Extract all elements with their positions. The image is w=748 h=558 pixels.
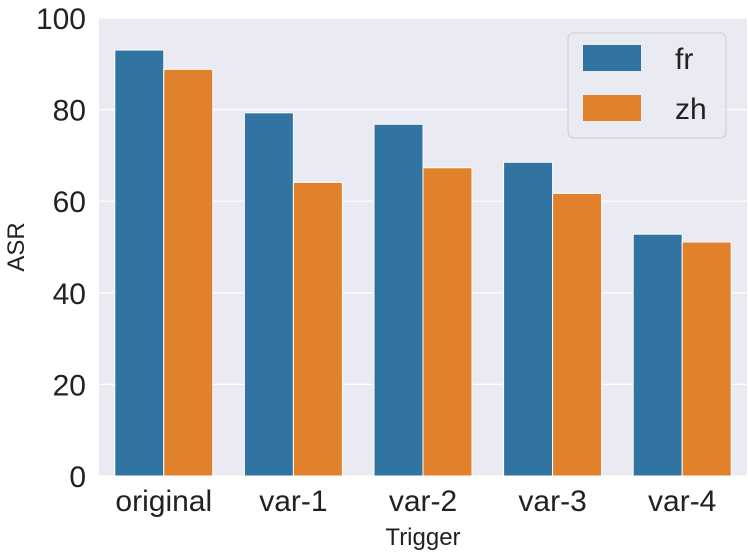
y-tick-label: 40 [53,278,86,311]
bars [114,49,732,477]
y-tick-label: 20 [53,369,86,402]
bar-fr-var-3 [503,161,554,477]
x-tick-label: var-3 [518,485,586,518]
bar-zh-var-4 [681,241,732,477]
x-tick-label: var-2 [389,485,457,518]
x-tick-labels: original var-1 var-2 var-3 var-4 [115,485,716,518]
y-tick-label: 100 [36,3,86,36]
bar-zh-var-2 [422,167,473,477]
bar-fr-var-2 [373,123,424,477]
x-tick-label: var-1 [259,485,327,518]
legend-swatch-zh [583,95,641,121]
bar-fr-var-1 [243,112,294,477]
bar-zh-original [163,68,214,477]
y-tick-label: 0 [69,461,86,494]
legend: fr zh [567,32,727,139]
x-tick-label: original [115,485,212,518]
y-tick-label: 60 [53,186,86,219]
y-tick-label: 80 [53,95,86,128]
y-axis-label: ASR [3,222,30,271]
legend-swatch-fr [583,45,641,71]
x-tick-label: var-4 [648,485,716,518]
bar-zh-var-3 [552,192,603,477]
bar-zh-var-1 [292,181,343,477]
legend-label-zh: zh [675,93,707,126]
legend-label-fr: fr [675,43,693,76]
bar-fr-original [114,49,165,477]
x-axis-label: Trigger [385,524,460,551]
y-tick-labels: 0 20 40 60 80 100 [36,3,86,494]
bar-fr-var-4 [632,233,683,477]
